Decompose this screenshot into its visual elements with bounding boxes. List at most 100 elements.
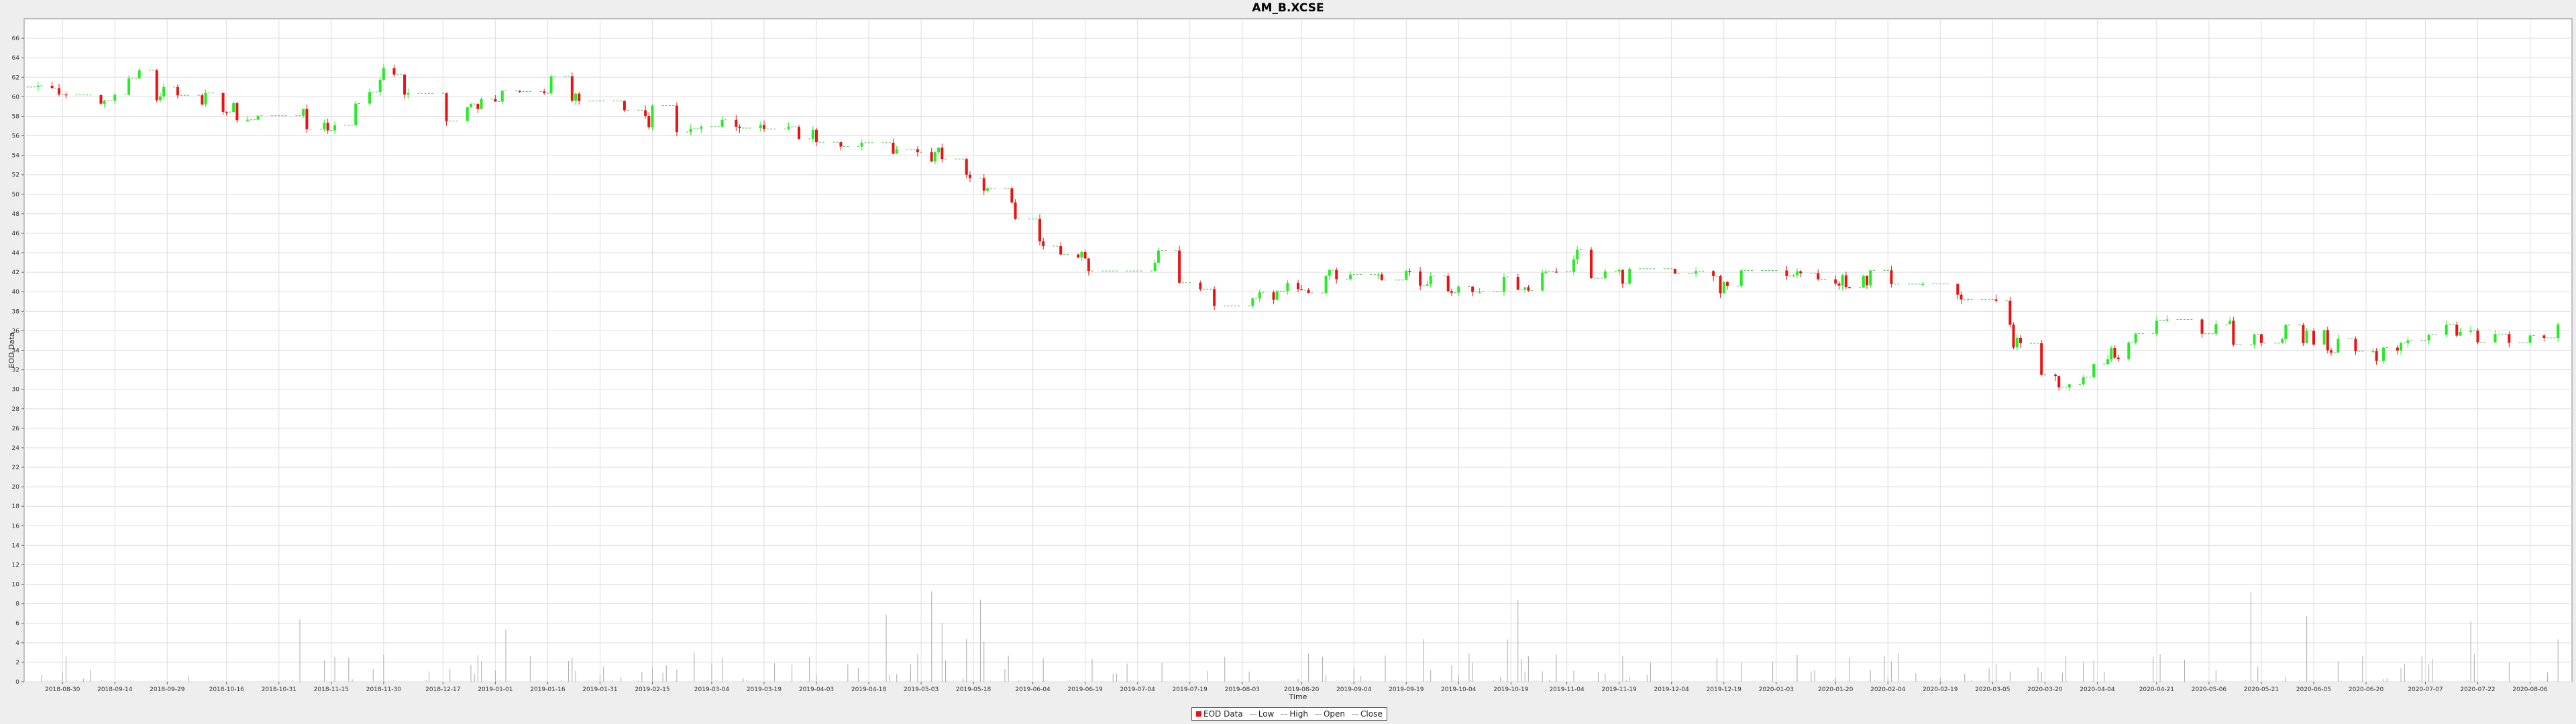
candle-body (916, 149, 919, 153)
x-tick-label: 2019-01-31 (582, 686, 617, 693)
legend-swatch-close (1352, 713, 1359, 715)
y-tick-label: 46 (12, 231, 20, 237)
candle-body (138, 70, 141, 78)
candle-body (480, 99, 483, 109)
y-tick-label: 14 (12, 542, 20, 549)
candle-body (354, 103, 358, 125)
y-tick-label: 60 (12, 94, 20, 101)
candle-body (333, 125, 337, 131)
candle-body (2040, 343, 2043, 375)
candle-body (1739, 270, 1743, 286)
candle-body (1502, 276, 1505, 292)
candle-body (1841, 275, 1844, 286)
candle-body (1966, 299, 1970, 300)
candle-body (368, 92, 372, 104)
candle-body (392, 68, 396, 75)
candle-body (1251, 298, 1254, 306)
candle-body (1213, 289, 1216, 306)
candle-body (378, 79, 382, 93)
candle-body (2557, 324, 2560, 339)
candle-body (787, 127, 790, 129)
candle-body (2382, 347, 2385, 361)
candle-body (2012, 324, 2015, 348)
y-axis-title: EOD Data (7, 333, 16, 369)
candle-body (232, 103, 235, 113)
candle-body (176, 86, 179, 96)
x-tick-label: 2020-01-03 (1759, 686, 1794, 693)
candle-body (235, 103, 239, 121)
candle-body (1590, 249, 1593, 278)
candle-body (1010, 188, 1014, 202)
candle-body (1405, 271, 1408, 280)
candle-body (735, 119, 738, 127)
candle-body (2326, 330, 2329, 351)
candle-body (1621, 269, 1624, 284)
candle-body (64, 94, 68, 96)
y-tick-label: 4 (15, 640, 19, 647)
candle-body (1617, 269, 1621, 272)
x-tick-label: 2020-05-06 (2192, 686, 2227, 693)
x-tick-label: 2019-06-19 (1067, 686, 1103, 693)
y-tick-label: 36 (12, 328, 20, 335)
x-tick-label: 2020-01-20 (1818, 686, 1854, 693)
x-tick-label: 2020-02-19 (1923, 686, 1958, 693)
candle-body (201, 95, 204, 105)
candle-body (1014, 202, 1017, 219)
x-tick-label: 2019-09-19 (1389, 686, 1424, 693)
candle-body (1725, 282, 1729, 286)
legend-label-open: Open (1323, 709, 1346, 719)
candle-body (500, 90, 504, 102)
candle-body (466, 107, 469, 121)
x-tick-label: 2018-11-15 (314, 686, 349, 693)
candle-body (1324, 276, 1328, 294)
x-tick-label: 2020-02-04 (1870, 686, 1906, 693)
candle-body (1408, 271, 1411, 272)
candle-body (1300, 289, 1303, 290)
candle-body (860, 142, 863, 147)
y-tick-label: 54 (12, 153, 20, 160)
y-tick-label: 12 (12, 562, 19, 568)
x-tick-label: 2019-12-04 (1654, 686, 1690, 693)
candle-body (839, 142, 843, 147)
chart-title: AM_B.XCSE (1252, 1, 1324, 15)
legend-swatch-eod (1196, 711, 1201, 717)
candle-body (2445, 324, 2448, 335)
candle-body (1377, 274, 1380, 276)
candle-body (1695, 271, 1698, 274)
x-tick-label: 2019-05-18 (956, 686, 991, 693)
candle-body (2053, 374, 2057, 377)
candle-body (892, 142, 895, 154)
candle-body (982, 178, 985, 191)
y-tick-label: 38 (12, 308, 20, 315)
candle-body (1555, 272, 1558, 273)
candle-body (1038, 219, 1041, 242)
candle-body (1848, 287, 1851, 288)
candle-body (651, 105, 654, 127)
candle-body (1275, 291, 1279, 300)
candle-body (1471, 286, 1474, 292)
candle-body (2455, 324, 2459, 336)
y-tick-label: 50 (12, 192, 20, 198)
candle-body (162, 86, 166, 97)
candle-body (2165, 319, 2169, 321)
candle-body (700, 126, 703, 129)
candle-body (1576, 249, 1579, 260)
candle-body (2113, 348, 2116, 358)
candle-body (246, 119, 249, 121)
x-tick-label: 2019-10-19 (1493, 686, 1529, 693)
legend-label-close: Close (1360, 709, 1383, 719)
y-tick-label: 62 (12, 74, 19, 81)
candle-body (50, 85, 54, 88)
candle-body (305, 109, 309, 129)
candle-body (1059, 246, 1063, 255)
candle-body (158, 96, 162, 101)
legend-item-eod: EOD Data (1196, 709, 1243, 719)
candle-body (58, 88, 61, 95)
y-tick-label: 0 (15, 679, 19, 686)
legend-label-low: Low (1258, 709, 1275, 719)
candle-body (1785, 270, 1788, 276)
x-tick-label: 2019-03-04 (694, 686, 730, 693)
candle-body (2127, 343, 2131, 359)
candle-body (1837, 283, 1841, 286)
candle-body (941, 147, 944, 160)
